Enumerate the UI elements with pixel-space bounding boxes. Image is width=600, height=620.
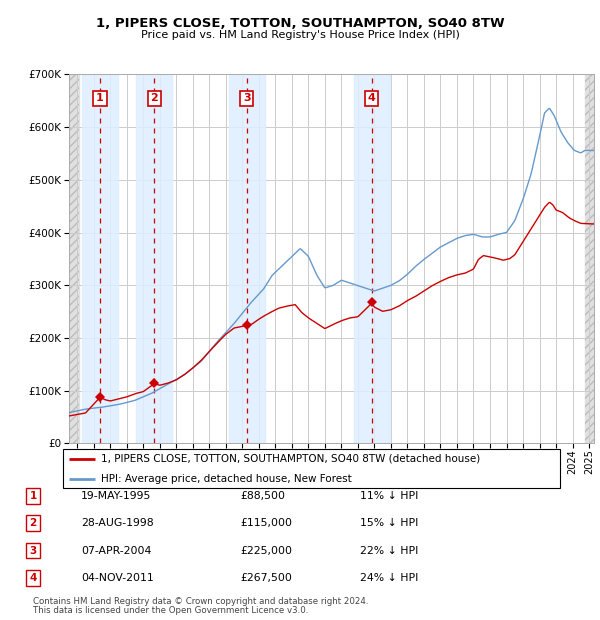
Text: 2: 2 (29, 518, 37, 528)
Text: £267,500: £267,500 (240, 573, 292, 583)
Text: 04-NOV-2011: 04-NOV-2011 (81, 573, 154, 583)
Text: 1: 1 (29, 491, 37, 501)
Text: 07-APR-2004: 07-APR-2004 (81, 546, 151, 556)
Text: £115,000: £115,000 (240, 518, 292, 528)
Text: This data is licensed under the Open Government Licence v3.0.: This data is licensed under the Open Gov… (33, 606, 308, 615)
Text: 1, PIPERS CLOSE, TOTTON, SOUTHAMPTON, SO40 8TW (detached house): 1, PIPERS CLOSE, TOTTON, SOUTHAMPTON, SO… (101, 454, 481, 464)
Text: 22% ↓ HPI: 22% ↓ HPI (360, 546, 418, 556)
Bar (229, 74, 265, 443)
Text: 4: 4 (368, 94, 376, 104)
Text: 1: 1 (96, 94, 104, 104)
Text: 28-AUG-1998: 28-AUG-1998 (81, 518, 154, 528)
Text: 19-MAY-1995: 19-MAY-1995 (81, 491, 151, 501)
FancyBboxPatch shape (62, 450, 560, 488)
Text: Contains HM Land Registry data © Crown copyright and database right 2024.: Contains HM Land Registry data © Crown c… (33, 597, 368, 606)
Text: 11% ↓ HPI: 11% ↓ HPI (360, 491, 418, 501)
Text: £88,500: £88,500 (240, 491, 285, 501)
Text: 2: 2 (151, 94, 158, 104)
Text: HPI: Average price, detached house, New Forest: HPI: Average price, detached house, New … (101, 474, 352, 484)
Bar (585, 74, 594, 443)
Bar (136, 74, 172, 443)
Text: 1, PIPERS CLOSE, TOTTON, SOUTHAMPTON, SO40 8TW: 1, PIPERS CLOSE, TOTTON, SOUTHAMPTON, SO… (95, 17, 505, 30)
Bar (585, 74, 594, 443)
Bar (69, 74, 79, 443)
Bar (82, 74, 118, 443)
Text: 4: 4 (29, 573, 37, 583)
Bar (69, 74, 79, 443)
Text: 3: 3 (29, 546, 37, 556)
Text: Price paid vs. HM Land Registry's House Price Index (HPI): Price paid vs. HM Land Registry's House … (140, 30, 460, 40)
Text: 24% ↓ HPI: 24% ↓ HPI (360, 573, 418, 583)
Text: £225,000: £225,000 (240, 546, 292, 556)
Bar (353, 74, 390, 443)
Text: 3: 3 (243, 94, 251, 104)
Text: 15% ↓ HPI: 15% ↓ HPI (360, 518, 418, 528)
